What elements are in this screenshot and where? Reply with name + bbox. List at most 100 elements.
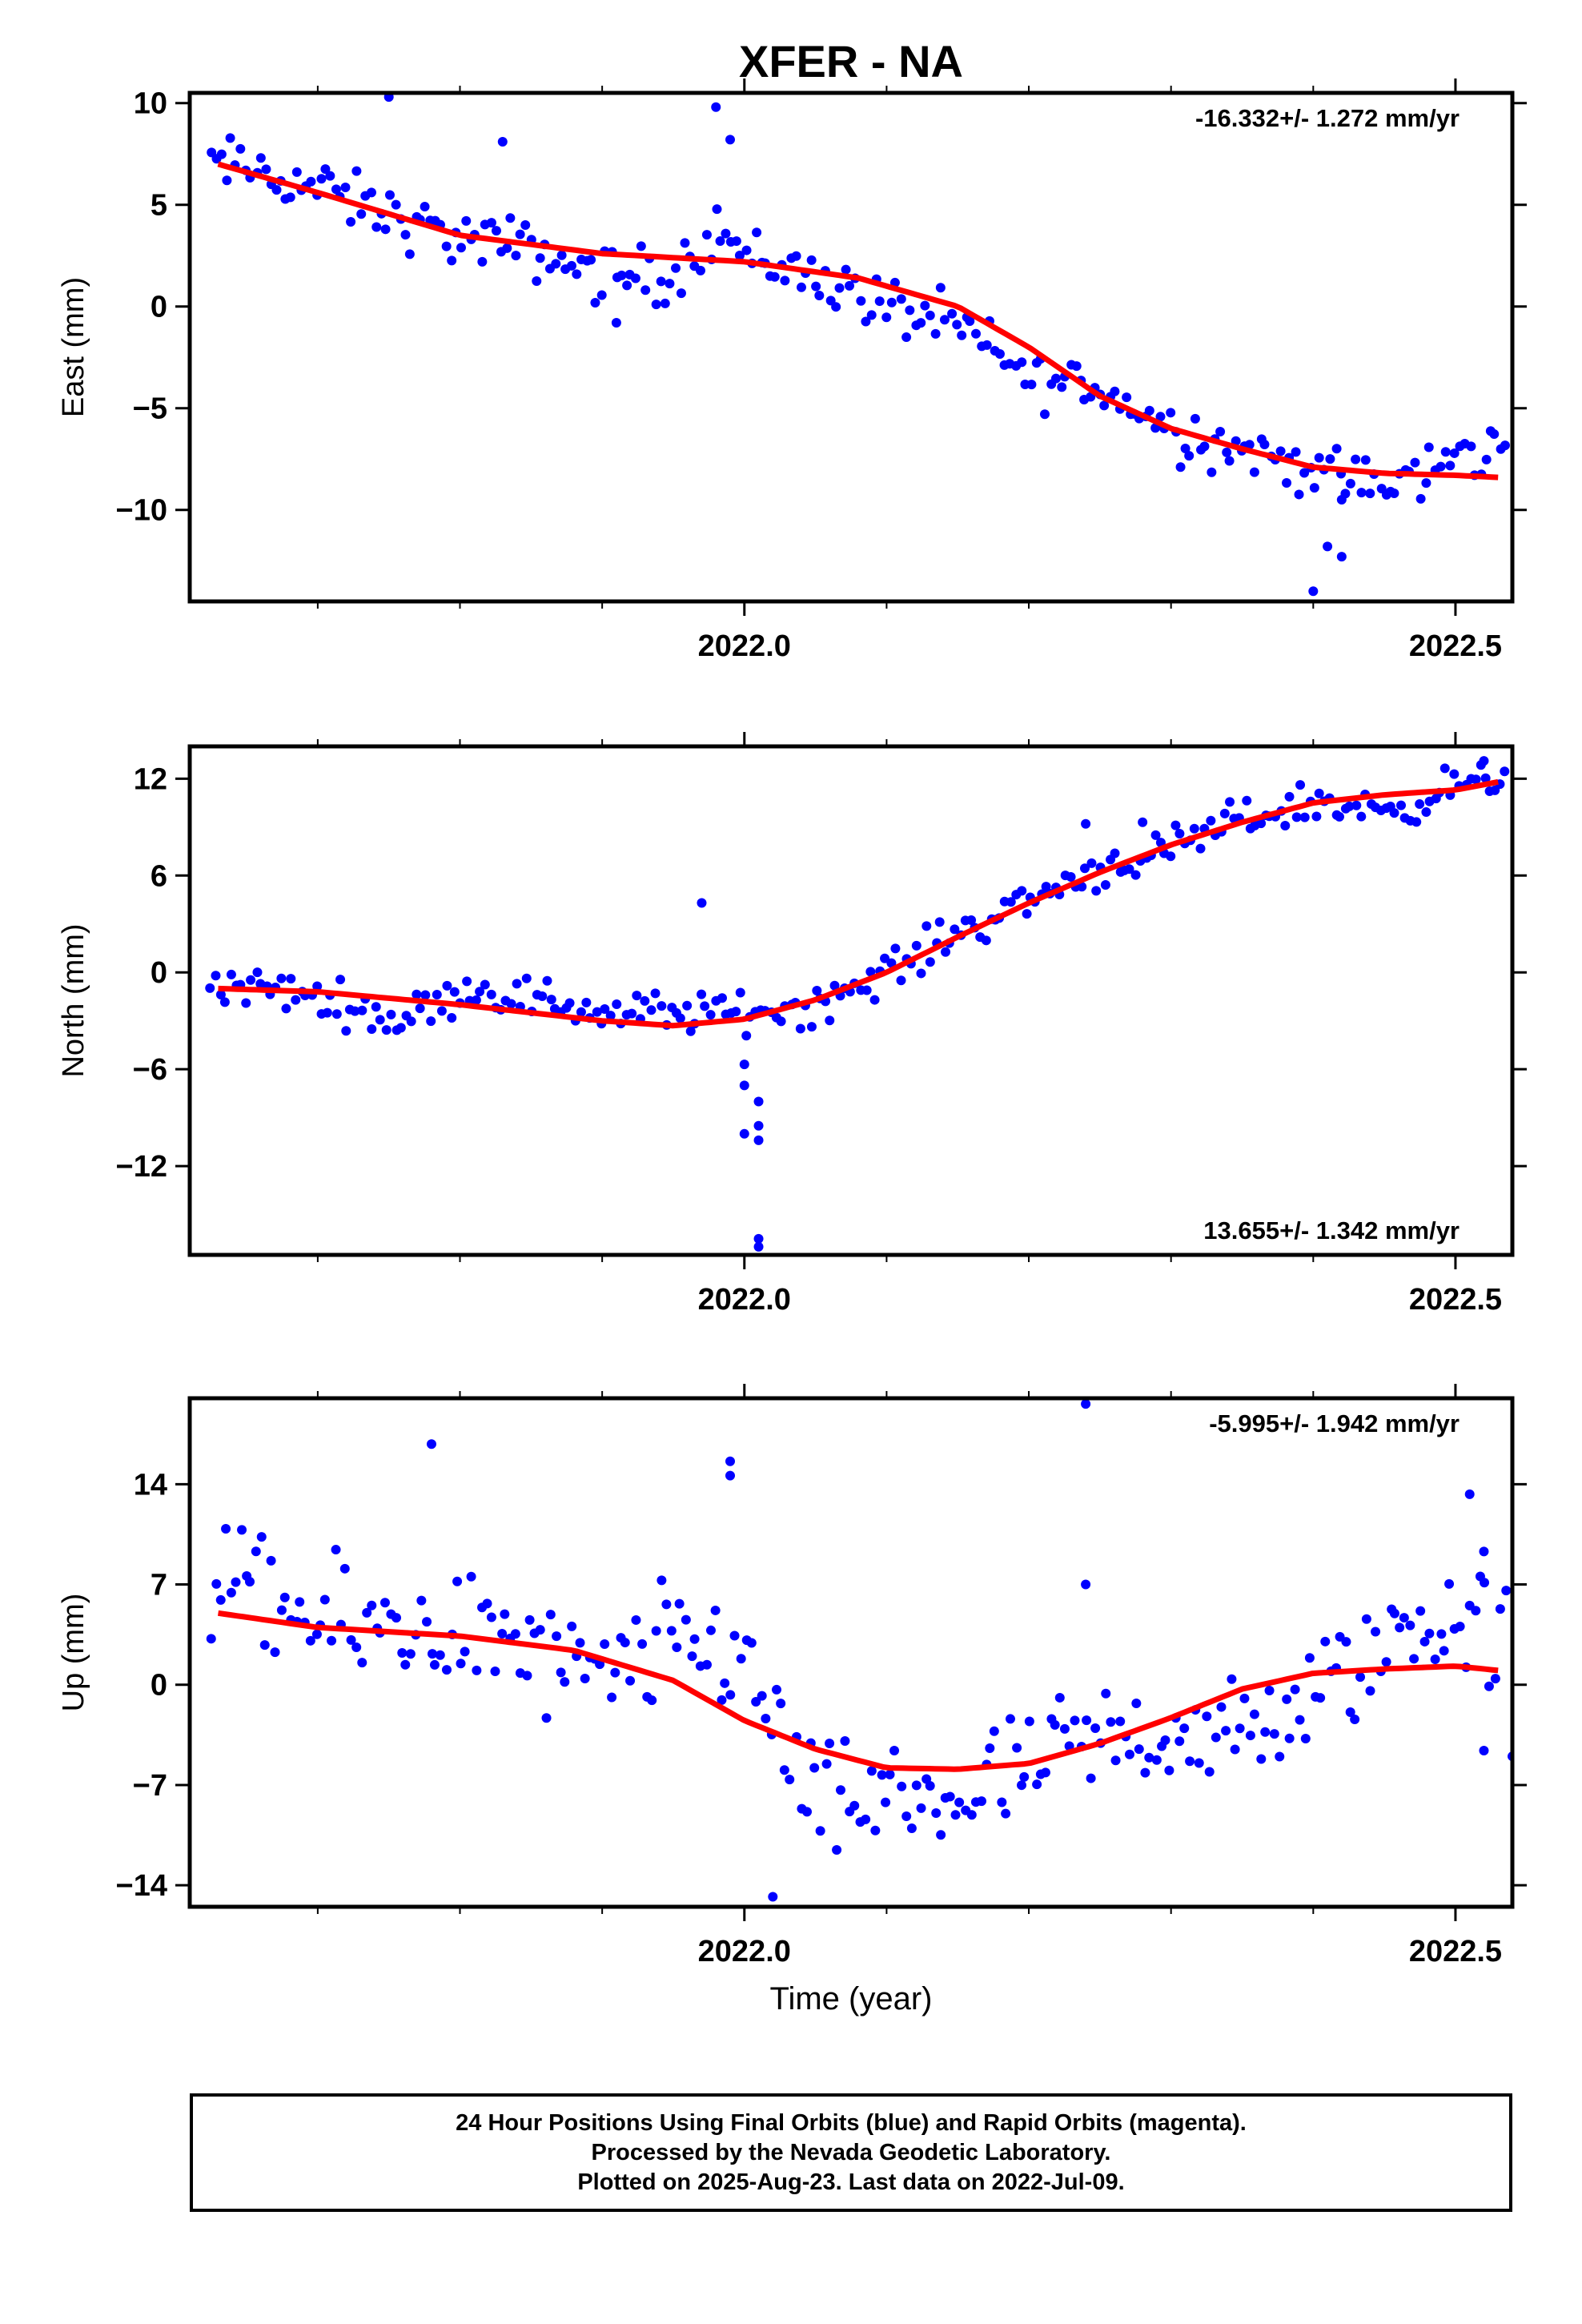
data-point — [607, 1692, 617, 1703]
y-tick-label: 0 — [151, 956, 167, 990]
data-point — [1345, 478, 1355, 489]
data-point — [1351, 454, 1361, 464]
data-point — [769, 271, 780, 282]
data-point — [957, 330, 967, 340]
data-point — [422, 1617, 432, 1627]
data-point — [1309, 483, 1319, 493]
data-point — [970, 328, 981, 339]
data-point — [1282, 1694, 1292, 1704]
footer-box: 24 Hour Positions Using Final Orbits (bl… — [190, 2093, 1512, 2212]
y-tick-label: −12 — [116, 1150, 167, 1184]
y-tick-label: 6 — [151, 859, 167, 893]
data-point — [1170, 820, 1181, 830]
data-point — [1190, 413, 1200, 424]
data-point — [1134, 1744, 1144, 1755]
data-point — [814, 291, 825, 301]
data-point — [1215, 426, 1226, 436]
data-point — [447, 255, 457, 266]
data-point — [221, 1523, 231, 1534]
data-point — [291, 167, 302, 177]
data-point — [697, 989, 707, 999]
data-point — [809, 1763, 820, 1773]
data-point — [1222, 447, 1232, 457]
data-point — [701, 1659, 712, 1670]
data-point — [711, 102, 721, 112]
data-point — [741, 1031, 752, 1041]
data-point — [753, 1096, 764, 1107]
data-point — [375, 1015, 385, 1025]
data-point — [435, 1650, 445, 1660]
data-point — [1291, 447, 1301, 457]
data-point — [285, 192, 295, 203]
data-point — [715, 236, 725, 247]
data-point — [1471, 774, 1481, 785]
data-point — [237, 1525, 247, 1535]
data-point — [383, 93, 394, 103]
data-point — [1012, 1743, 1022, 1753]
data-point — [259, 1640, 270, 1651]
data-point — [831, 302, 841, 312]
data-point — [436, 1006, 447, 1016]
data-point — [1500, 766, 1510, 777]
data-point — [590, 297, 600, 308]
data-point — [739, 1059, 749, 1070]
data-point — [1239, 1693, 1250, 1703]
data-point — [637, 1638, 648, 1649]
data-point — [1100, 880, 1110, 891]
data-point — [205, 983, 215, 993]
data-point — [1194, 1758, 1204, 1768]
data-point — [1325, 454, 1335, 464]
data-point — [1479, 1546, 1489, 1557]
data-point — [1202, 1711, 1212, 1722]
data-point — [916, 968, 926, 979]
data-point — [1150, 830, 1161, 840]
data-point — [1396, 800, 1407, 810]
data-point — [680, 238, 690, 248]
data-point — [1315, 1693, 1326, 1703]
data-point — [682, 1000, 693, 1011]
data-point — [270, 1647, 280, 1658]
data-point — [845, 280, 855, 291]
data-point — [849, 1800, 860, 1811]
data-point — [222, 175, 232, 186]
points-group — [206, 1399, 1512, 1902]
data-point — [836, 1785, 846, 1795]
data-point — [510, 1629, 520, 1639]
data-point — [1164, 1765, 1174, 1775]
data-point — [491, 226, 501, 236]
data-point — [952, 320, 962, 330]
data-point — [1314, 788, 1324, 798]
data-point — [1501, 1586, 1512, 1596]
data-point — [1110, 386, 1120, 396]
data-point — [735, 987, 745, 998]
data-point — [1269, 1729, 1279, 1739]
data-point — [545, 1610, 556, 1620]
data-point — [1290, 1684, 1300, 1695]
data-point — [497, 136, 508, 147]
data-point — [656, 1575, 667, 1586]
data-point — [1320, 1636, 1331, 1647]
data-point — [1365, 489, 1375, 499]
data-point — [219, 997, 230, 1007]
data-point — [1077, 882, 1087, 892]
data-point — [811, 281, 821, 292]
data-point — [1415, 799, 1425, 810]
data-point — [261, 164, 271, 175]
data-point — [1424, 1628, 1435, 1638]
data-point — [625, 1675, 636, 1686]
data-point — [981, 935, 991, 946]
data-point — [665, 279, 675, 289]
data-point — [725, 1456, 736, 1466]
data-point — [1122, 392, 1132, 403]
data-point — [305, 1635, 315, 1646]
panel-frame — [187, 90, 1515, 604]
data-point — [386, 1009, 396, 1019]
data-point — [371, 1002, 381, 1012]
data-point — [266, 1555, 276, 1566]
data-point — [592, 1007, 602, 1017]
data-point — [400, 1659, 411, 1670]
data-point — [965, 316, 975, 327]
data-point — [1260, 1727, 1271, 1737]
data-point — [1211, 1732, 1221, 1743]
y-tick-label: −6 — [133, 1053, 167, 1087]
